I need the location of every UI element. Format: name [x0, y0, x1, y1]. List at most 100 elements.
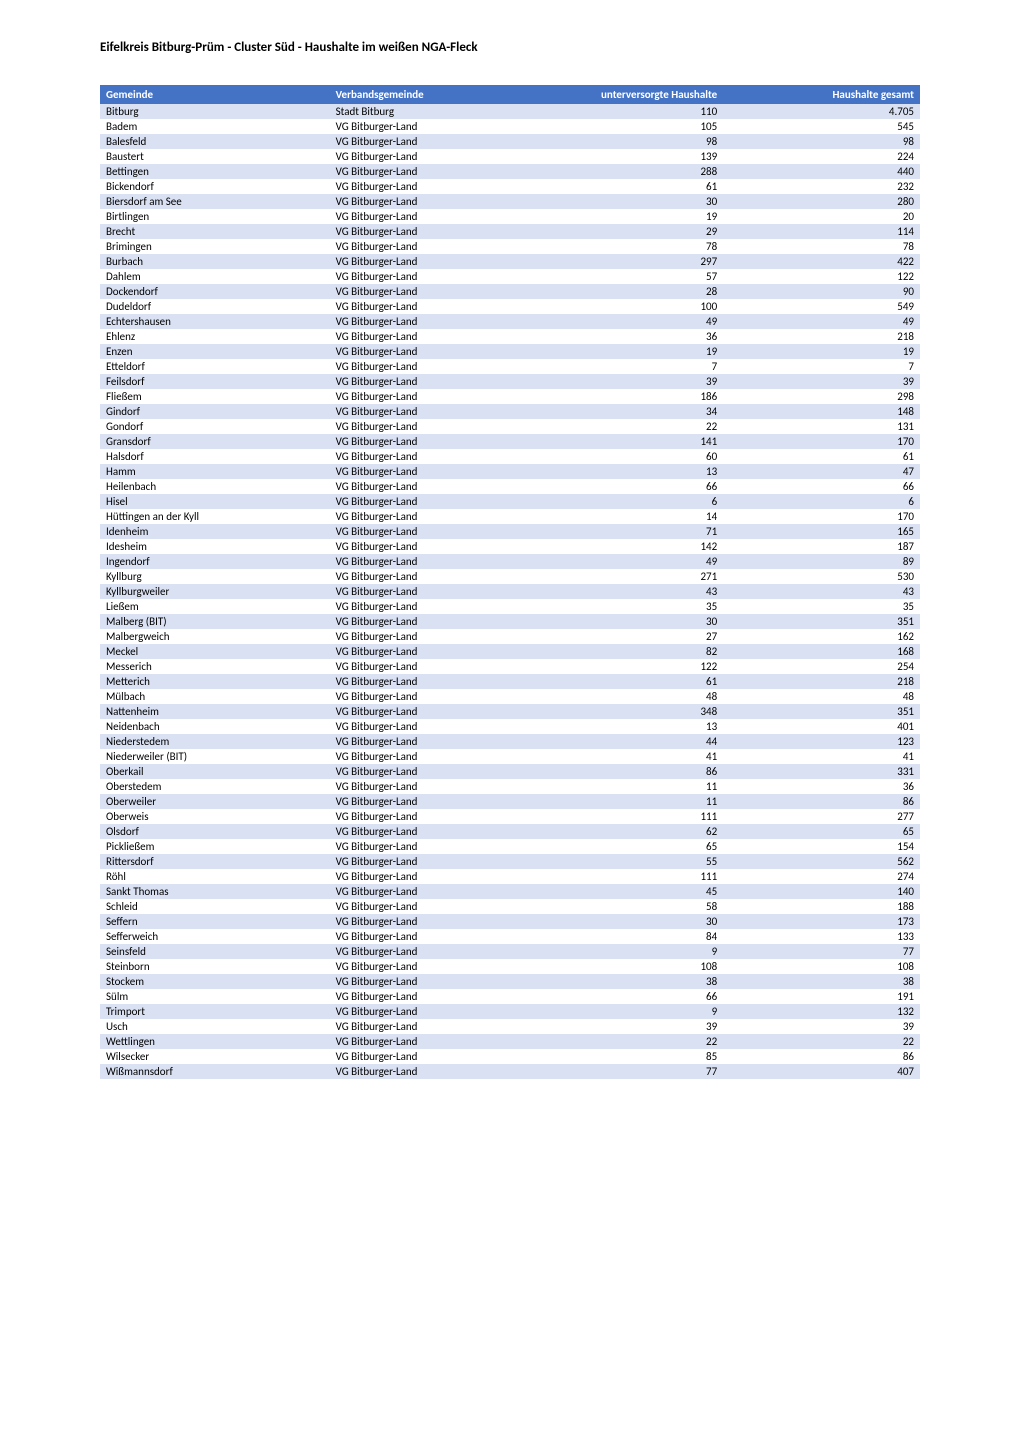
table-row: IdesheimVG Bitburger-Land142187	[100, 539, 920, 554]
table-cell: 139	[526, 149, 723, 164]
table-cell: VG Bitburger-Land	[330, 869, 527, 884]
table-cell: Echtershausen	[100, 314, 330, 329]
table-cell: 30	[526, 194, 723, 209]
table-row: EtteldorfVG Bitburger-Land77	[100, 359, 920, 374]
table-row: RittersdorfVG Bitburger-Land55562	[100, 854, 920, 869]
table-cell: Gindorf	[100, 404, 330, 419]
table-cell: 48	[526, 689, 723, 704]
table-row: BaustertVG Bitburger-Land139224	[100, 149, 920, 164]
table-row: FeilsdorfVG Bitburger-Land3939	[100, 374, 920, 389]
table-cell: 108	[723, 959, 920, 974]
table-cell: Trimport	[100, 1004, 330, 1019]
table-cell: VG Bitburger-Land	[330, 164, 527, 179]
table-cell: Neidenbach	[100, 719, 330, 734]
table-cell: Sankt Thomas	[100, 884, 330, 899]
table-cell: 22	[723, 1034, 920, 1049]
table-cell: 77	[723, 944, 920, 959]
table-cell: 401	[723, 719, 920, 734]
table-cell: VG Bitburger-Land	[330, 899, 527, 914]
table-cell: Kyllburg	[100, 569, 330, 584]
table-row: OlsdorfVG Bitburger-Land6265	[100, 824, 920, 839]
table-cell: 45	[526, 884, 723, 899]
table-cell: Idesheim	[100, 539, 330, 554]
table-cell: 274	[723, 869, 920, 884]
table-cell: VG Bitburger-Land	[330, 734, 527, 749]
table-row: TrimportVG Bitburger-Land9132	[100, 1004, 920, 1019]
table-cell: 191	[723, 989, 920, 1004]
table-cell: Brecht	[100, 224, 330, 239]
table-row: MeckelVG Bitburger-Land82168	[100, 644, 920, 659]
table-row: UschVG Bitburger-Land3939	[100, 1019, 920, 1034]
table-cell: 162	[723, 629, 920, 644]
table-row: SefferweichVG Bitburger-Land84133	[100, 929, 920, 944]
table-cell: VG Bitburger-Land	[330, 764, 527, 779]
table-cell: Olsdorf	[100, 824, 330, 839]
table-cell: 36	[526, 329, 723, 344]
table-cell: Malbergweich	[100, 629, 330, 644]
table-cell: VG Bitburger-Land	[330, 299, 527, 314]
table-header: Gemeinde Verbandsgemeinde unterversorgte…	[100, 85, 920, 104]
table-cell: VG Bitburger-Land	[330, 464, 527, 479]
table-cell: VG Bitburger-Land	[330, 1019, 527, 1034]
table-cell: VG Bitburger-Land	[330, 1004, 527, 1019]
table-cell: Gondorf	[100, 419, 330, 434]
table-cell: VG Bitburger-Land	[330, 779, 527, 794]
table-cell: 49	[723, 314, 920, 329]
table-cell: Oberweiler	[100, 794, 330, 809]
table-cell: VG Bitburger-Land	[330, 1049, 527, 1064]
table-cell: VG Bitburger-Land	[330, 209, 527, 224]
table-cell: 105	[526, 119, 723, 134]
table-row: GondorfVG Bitburger-Land22131	[100, 419, 920, 434]
table-cell: 9	[526, 1004, 723, 1019]
table-cell: Gransdorf	[100, 434, 330, 449]
table-body: BitburgStadt Bitburg1104.705BademVG Bitb…	[100, 104, 920, 1079]
table-cell: 61	[526, 179, 723, 194]
table-row: BurbachVG Bitburger-Land297422	[100, 254, 920, 269]
table-cell: 100	[526, 299, 723, 314]
table-cell: Meckel	[100, 644, 330, 659]
table-cell: 44	[526, 734, 723, 749]
table-cell: VG Bitburger-Land	[330, 269, 527, 284]
table-cell: Burbach	[100, 254, 330, 269]
table-cell: 122	[723, 269, 920, 284]
table-cell: 39	[526, 1019, 723, 1034]
table-row: StockemVG Bitburger-Land3838	[100, 974, 920, 989]
table-row: HalsdorfVG Bitburger-Land6061	[100, 449, 920, 464]
table-cell: Idenheim	[100, 524, 330, 539]
table-cell: 60	[526, 449, 723, 464]
table-cell: Metterich	[100, 674, 330, 689]
table-cell: VG Bitburger-Land	[330, 959, 527, 974]
table-cell: 86	[723, 1049, 920, 1064]
table-cell: Oberweis	[100, 809, 330, 824]
table-row: BademVG Bitburger-Land105545	[100, 119, 920, 134]
table-cell: Wißmannsdorf	[100, 1064, 330, 1079]
table-cell: VG Bitburger-Land	[330, 134, 527, 149]
table-cell: 331	[723, 764, 920, 779]
table-row: Malberg (BIT)VG Bitburger-Land30351	[100, 614, 920, 629]
table-cell: Schleid	[100, 899, 330, 914]
table-cell: Badem	[100, 119, 330, 134]
table-row: MetterichVG Bitburger-Land61218	[100, 674, 920, 689]
table-cell: VG Bitburger-Land	[330, 689, 527, 704]
table-row: Niederweiler (BIT)VG Bitburger-Land4141	[100, 749, 920, 764]
table-row: WettlingenVG Bitburger-Land2222	[100, 1034, 920, 1049]
table-cell: Seinsfeld	[100, 944, 330, 959]
table-cell: VG Bitburger-Land	[330, 839, 527, 854]
table-cell: 165	[723, 524, 920, 539]
table-cell: Ehlenz	[100, 329, 330, 344]
table-cell: VG Bitburger-Land	[330, 1064, 527, 1079]
table-cell: VG Bitburger-Land	[330, 524, 527, 539]
table-cell: Rittersdorf	[100, 854, 330, 869]
table-cell: 173	[723, 914, 920, 929]
table-row: BrechtVG Bitburger-Land29114	[100, 224, 920, 239]
table-cell: Dahlem	[100, 269, 330, 284]
table-cell: Niederstedem	[100, 734, 330, 749]
table-cell: 43	[723, 584, 920, 599]
table-cell: VG Bitburger-Land	[330, 404, 527, 419]
table-cell: 13	[526, 464, 723, 479]
table-row: WißmannsdorfVG Bitburger-Land77407	[100, 1064, 920, 1079]
table-cell: 110	[526, 104, 723, 119]
table-cell: 154	[723, 839, 920, 854]
table-cell: VG Bitburger-Land	[330, 809, 527, 824]
table-row: PickließemVG Bitburger-Land65154	[100, 839, 920, 854]
